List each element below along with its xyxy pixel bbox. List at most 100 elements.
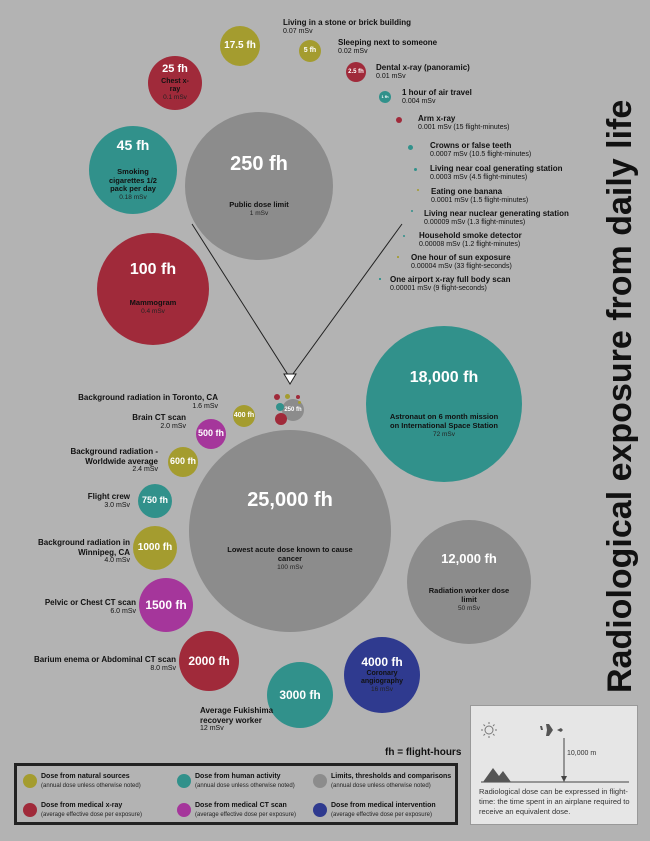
mountains-icon xyxy=(483,768,511,782)
detail-bubble-name: Mammogram xyxy=(129,298,177,308)
detail-label-name: Sleeping next to someone xyxy=(338,38,438,47)
detail-label-name: Crowns or false teeth xyxy=(430,141,512,150)
detail-label-dose: 0.001 mSv (15 flight-minutes) xyxy=(418,123,510,131)
detail-bubble: 250 fh Public dose limit 1 mSv xyxy=(185,112,333,260)
overview-bubble-value: 500 fh xyxy=(197,428,224,439)
legend-sublabel: (annual dose unless otherwise noted) xyxy=(41,783,141,789)
detail-label: Living in a stone or brick building 0.07 … xyxy=(283,18,433,36)
overview-bubble: 25,000 fh Lowest acute dose known to caus… xyxy=(189,430,391,632)
detail-label: 1 hour of air travel 0.004 mSv xyxy=(402,88,562,106)
legend-label: Dose from medical CT scan xyxy=(195,802,287,809)
overview-bubble-value: 1500 fh xyxy=(145,597,187,612)
mini-bubble xyxy=(297,400,301,404)
detail-bubble-value: 2.5 fh xyxy=(348,68,364,75)
detail-bubble xyxy=(407,144,413,150)
overview-label-dose: 6.0 mSv xyxy=(110,607,136,615)
overview-label-name: Background radiation in Winnipeg, CA xyxy=(37,538,130,557)
legend: Dose from natural sources (annual dose un… xyxy=(14,763,458,825)
flight-hours-note: fh = flight-hours xyxy=(385,747,462,758)
legend-item: Dose from medical CT scan (average effect… xyxy=(177,801,323,827)
overview-bubble-dose: 72 mSv xyxy=(432,430,456,438)
legend-label: Dose from medical intervention xyxy=(331,802,436,809)
legend-sublabel: (average effective dose per exposure) xyxy=(195,812,296,818)
altitude-label: 10,000 m xyxy=(567,750,597,757)
detail-label-dose: 0.0001 mSv (1.5 flight-minutes) xyxy=(431,196,529,204)
mini-bubble xyxy=(274,394,280,400)
legend-sublabel: (average effective dose per exposure) xyxy=(331,812,432,818)
detail-label-dose: 0.0007 mSv (10.5 flight-minutes) xyxy=(430,150,532,158)
overview-label-name: Flight crew xyxy=(87,492,130,501)
detail-bubble-value: 1 fh xyxy=(381,93,389,99)
overview-label-dose: 12 mSv xyxy=(200,725,224,733)
detail-label: Living near nuclear generating station 0.… xyxy=(424,209,584,227)
overview-bubble-value: 2000 fh xyxy=(188,653,230,668)
overview-label: Flight crew 3.0 mSv xyxy=(30,492,130,510)
overview-label: Background radiation - Worldwide average… xyxy=(30,447,158,475)
detail-label-dose: 0.00009 mSv (1.3 flight-minutes) xyxy=(424,218,526,226)
detail-label-name: Living in a stone or brick building xyxy=(283,18,412,27)
zoom-funnel-arrowhead xyxy=(283,373,297,385)
legend-item: Dose from human activity (annual dose unl… xyxy=(177,772,323,798)
detail-bubble: 5 fh xyxy=(299,40,321,62)
detail-label: Crowns or false teeth 0.0007 mSv (10.5 fl… xyxy=(430,141,590,159)
detail-label-dose: 0.0003 mSv (4.5 flight-minutes) xyxy=(430,173,528,181)
overview-label: Average Fukishima recovery worker 12 mSv xyxy=(200,706,290,734)
detail-bubble: 17.5 fh xyxy=(220,26,260,66)
detail-bubble-value: 250 fh xyxy=(230,153,288,176)
detail-bubble: 2.5 fh xyxy=(346,62,366,82)
overview-bubble-name: Lowest acute dose known to cause cancer xyxy=(227,545,353,564)
detail-bubble xyxy=(397,256,399,258)
overview-bubble-value: 18,000 fh xyxy=(409,368,479,386)
altitude-arrowhead xyxy=(561,776,567,782)
overview-label-dose: 8.0 mSv xyxy=(150,664,176,672)
detail-label-name: One airport x-ray full body scan xyxy=(390,275,511,284)
detail-label-name: Living near coal generating station xyxy=(430,164,563,173)
detail-label-name: Eating one banana xyxy=(431,187,503,196)
overview-label-name: Background radiation - Worldwide average xyxy=(70,447,158,466)
overview-bubble-dose: 16 mSv xyxy=(370,686,394,694)
detail-bubble xyxy=(396,117,402,123)
detail-label-name: Household smoke detector xyxy=(419,231,522,240)
detail-label-dose: 0.02 mSv xyxy=(338,47,368,55)
detail-bubble: 100 fh Mammogram 0.4 mSv xyxy=(97,233,209,345)
detail-bubble xyxy=(411,210,413,212)
overview-label-name: Brain CT scan xyxy=(132,413,186,422)
legend-label: Dose from natural sources xyxy=(41,773,130,780)
overview-bubble: 4000 fh Coronary angiography 16 mSv xyxy=(344,637,420,713)
legend-item: Dose from medical x-ray (average effectiv… xyxy=(23,801,169,827)
overview-bubble-value: 750 fh xyxy=(141,495,168,506)
detail-label: Living near coal generating station 0.000… xyxy=(430,164,590,182)
detail-label: Dental x-ray (panoramic) 0.01 mSv xyxy=(376,63,536,81)
detail-label: Eating one banana 0.0001 mSv (1.5 flight-… xyxy=(431,187,591,205)
overview-bubble-dose: 50 mSv xyxy=(457,604,481,612)
detail-label: One airport x-ray full body scan 0.00001 … xyxy=(390,275,550,293)
overview-label: Barium enema or Abdominal CT scan 8.0 mSv xyxy=(30,655,176,673)
info-text: Radiological dose can be expressed in fl… xyxy=(479,787,630,816)
mini-bubble xyxy=(275,413,287,425)
detail-bubble xyxy=(417,189,419,191)
overview-label: Brain CT scan 2.0 mSv xyxy=(30,413,186,431)
overview-bubble: 1500 fh xyxy=(139,578,193,632)
detail-bubble: 45 fh Smoking cigarettes 1/2 pack per day… xyxy=(89,126,177,214)
detail-bubble-name: Public dose limit xyxy=(229,200,289,210)
overview-bubble: 250 fh xyxy=(282,399,304,421)
detail-bubble-dose: 1 mSv xyxy=(249,209,269,217)
overview-bubble-value: 400 fh xyxy=(233,412,255,420)
detail-label: Arm x-ray 0.001 mSv (15 flight-minutes) xyxy=(418,114,578,132)
overview-bubble-value: 25,000 fh xyxy=(247,489,333,512)
overview-bubble: 1000 fh xyxy=(133,526,177,570)
overview-label: Background radiation in Winnipeg, CA 4.0 … xyxy=(30,538,130,566)
overview-label-name: Pelvic or Chest CT scan xyxy=(44,598,136,607)
overview-bubble: 750 fh xyxy=(138,484,172,518)
detail-bubble xyxy=(403,235,405,237)
info-box: 10,000 m Radiological dose can be expres… xyxy=(470,705,638,825)
legend-swatch xyxy=(177,803,191,817)
info-illustration xyxy=(481,722,629,783)
overview-bubble-value: 3000 fh xyxy=(279,687,321,702)
overview-bubble-name: Astronaut on 6 month mission on Internat… xyxy=(389,412,499,430)
legend-swatch xyxy=(23,803,37,817)
overview-bubble: 3000 fh xyxy=(267,662,333,728)
overview-bubble: 400 fh xyxy=(233,405,255,427)
detail-bubble xyxy=(413,167,417,171)
